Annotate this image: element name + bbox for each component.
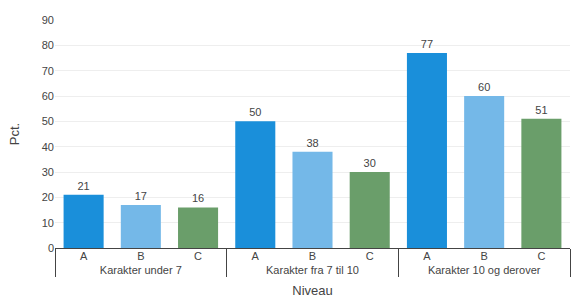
svg-text:B: B bbox=[137, 250, 144, 262]
svg-text:A: A bbox=[423, 250, 431, 262]
svg-text:A: A bbox=[252, 250, 260, 262]
svg-text:90: 90 bbox=[42, 14, 54, 26]
svg-text:Karakter fra 7 til 10: Karakter fra 7 til 10 bbox=[266, 264, 359, 276]
svg-text:17: 17 bbox=[135, 190, 147, 202]
svg-text:60: 60 bbox=[478, 81, 490, 93]
svg-text:30: 30 bbox=[364, 157, 376, 169]
svg-text:C: C bbox=[537, 250, 545, 262]
svg-text:51: 51 bbox=[535, 104, 547, 116]
svg-text:20: 20 bbox=[42, 191, 54, 203]
svg-text:80: 80 bbox=[42, 39, 54, 51]
svg-text:B: B bbox=[480, 250, 487, 262]
svg-text:30: 30 bbox=[42, 166, 54, 178]
svg-text:77: 77 bbox=[421, 38, 433, 50]
svg-text:Karakter under 7: Karakter under 7 bbox=[100, 264, 182, 276]
svg-text:16: 16 bbox=[192, 192, 204, 204]
svg-text:70: 70 bbox=[42, 65, 54, 77]
svg-text:B: B bbox=[309, 250, 316, 262]
svg-text:10: 10 bbox=[42, 217, 54, 229]
svg-text:Karakter 10 og derover: Karakter 10 og derover bbox=[428, 264, 541, 276]
svg-text:Pct.: Pct. bbox=[7, 123, 22, 145]
svg-text:38: 38 bbox=[306, 137, 318, 149]
svg-text:50: 50 bbox=[42, 115, 54, 127]
svg-text:C: C bbox=[194, 250, 202, 262]
svg-text:50: 50 bbox=[249, 106, 261, 118]
svg-text:C: C bbox=[366, 250, 374, 262]
svg-text:60: 60 bbox=[42, 90, 54, 102]
svg-text:A: A bbox=[80, 250, 88, 262]
svg-text:0: 0 bbox=[48, 242, 54, 254]
svg-text:21: 21 bbox=[77, 180, 89, 192]
svg-text:Niveau: Niveau bbox=[292, 283, 332, 298]
svg-text:40: 40 bbox=[42, 141, 54, 153]
